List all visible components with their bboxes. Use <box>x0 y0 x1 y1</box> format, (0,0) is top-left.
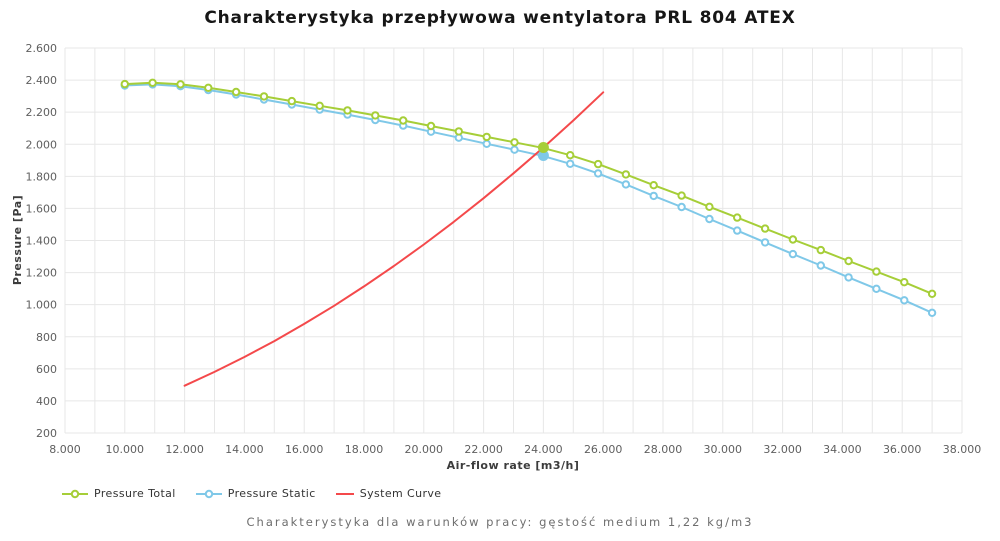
svg-text:32.000: 32.000 <box>763 443 802 456</box>
legend-item-system-curve[interactable]: System Curve <box>335 487 442 500</box>
duty-point-markers <box>537 141 549 161</box>
svg-text:1.000: 1.000 <box>26 299 58 312</box>
duty-point-static <box>537 149 549 161</box>
svg-text:1.800: 1.800 <box>26 170 58 183</box>
x-tick-labels: 8.000 10.000 12.000 14.000 16.000 18.000 20.00… <box>49 443 981 456</box>
svg-text:30.000: 30.000 <box>704 443 743 456</box>
legend-item-pressure-static[interactable]: Pressure Static <box>195 487 316 500</box>
legend-item-pressure-total[interactable]: Pressure Total <box>62 487 176 500</box>
svg-text:18.000: 18.000 <box>345 443 384 456</box>
series-pressure-static <box>120 80 937 317</box>
svg-text:2.400: 2.400 <box>26 74 58 87</box>
legend-marker-icon <box>335 492 354 495</box>
x-axis-title: Air-flow rate [m3/h] <box>447 459 580 472</box>
svg-text:2.200: 2.200 <box>26 106 58 119</box>
svg-text:800: 800 <box>36 331 57 344</box>
svg-text:1.200: 1.200 <box>26 267 58 280</box>
legend-label: Pressure Static <box>227 487 316 500</box>
svg-text:200: 200 <box>36 427 57 440</box>
series-pressure-total <box>120 78 937 298</box>
duty-point-total <box>537 141 549 153</box>
svg-text:1.600: 1.600 <box>26 202 58 215</box>
svg-text:8.000: 8.000 <box>49 443 81 456</box>
svg-text:26.000: 26.000 <box>584 443 623 456</box>
svg-text:400: 400 <box>36 395 57 408</box>
svg-text:36.000: 36.000 <box>883 443 922 456</box>
chart-title: Charakterystyka przepływowa wentylatora … <box>204 8 796 28</box>
svg-text:2.000: 2.000 <box>26 138 58 151</box>
svg-text:10.000: 10.000 <box>106 443 145 456</box>
svg-text:2.600: 2.600 <box>26 42 58 55</box>
svg-text:16.000: 16.000 <box>285 443 324 456</box>
svg-text:20.000: 20.000 <box>405 443 444 456</box>
svg-text:34.000: 34.000 <box>823 443 862 456</box>
svg-text:600: 600 <box>36 363 57 376</box>
chart-subtitle: Charakterystyka dla warunków pracy: gęst… <box>246 515 754 529</box>
legend-label: Pressure Total <box>94 487 176 500</box>
legend-marker-icon <box>62 489 88 498</box>
series-system-curve <box>183 91 605 387</box>
series-lines <box>120 78 937 387</box>
legend-label: System Curve <box>359 487 442 500</box>
svg-text:28.000: 28.000 <box>644 443 683 456</box>
svg-text:24.000: 24.000 <box>524 443 563 456</box>
svg-text:22.000: 22.000 <box>464 443 503 456</box>
y-axis-title: Pressure [Pa] <box>11 195 24 285</box>
legend-marker-icon <box>195 489 222 498</box>
y-tick-labels: 200 400 600 800 1.000 1.200 1.400 1.600 1.800 2.0… <box>26 42 58 440</box>
svg-text:12.000: 12.000 <box>165 443 204 456</box>
svg-text:1.400: 1.400 <box>26 235 58 248</box>
svg-text:14.000: 14.000 <box>225 443 264 456</box>
y-gridlines <box>65 47 962 434</box>
legend: Pressure Total Pressure Static System Curv… <box>62 487 441 500</box>
svg-text:38.000: 38.000 <box>943 443 982 456</box>
